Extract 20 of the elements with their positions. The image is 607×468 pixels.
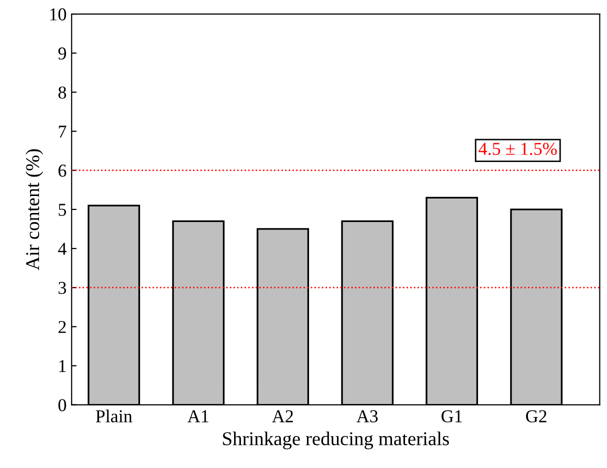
y-tick-label: 10 [50,8,66,20]
y-axis-title: Air content (%) [26,149,44,270]
y-tick-label: 1 [59,360,66,372]
y-tick-label: 0 [58,399,66,412]
y-tick-label: 6 [58,164,66,177]
y-tick-label: 2 [58,320,66,333]
x-tick-label: G2 [526,410,546,422]
x-tick-label: Plain [96,410,132,422]
x-tick-label: A3 [356,410,378,422]
x-axis-title: Shrinkage reducing materials [223,432,449,450]
x-tick-label: A2 [272,410,293,422]
y-tick-label: 8 [58,86,66,99]
y-tick-label: 3 [58,282,66,294]
y-tick-label: 4 [58,242,66,255]
y-tick-label: 7 [58,126,66,138]
x-tick-label: G1 [442,410,462,422]
x-tick-label: A1 [188,410,208,422]
annotation: 4.5 ± 1.5% [478,142,557,156]
y-tick-label: 9 [58,47,66,60]
y-tick-label: 5 [58,204,66,216]
